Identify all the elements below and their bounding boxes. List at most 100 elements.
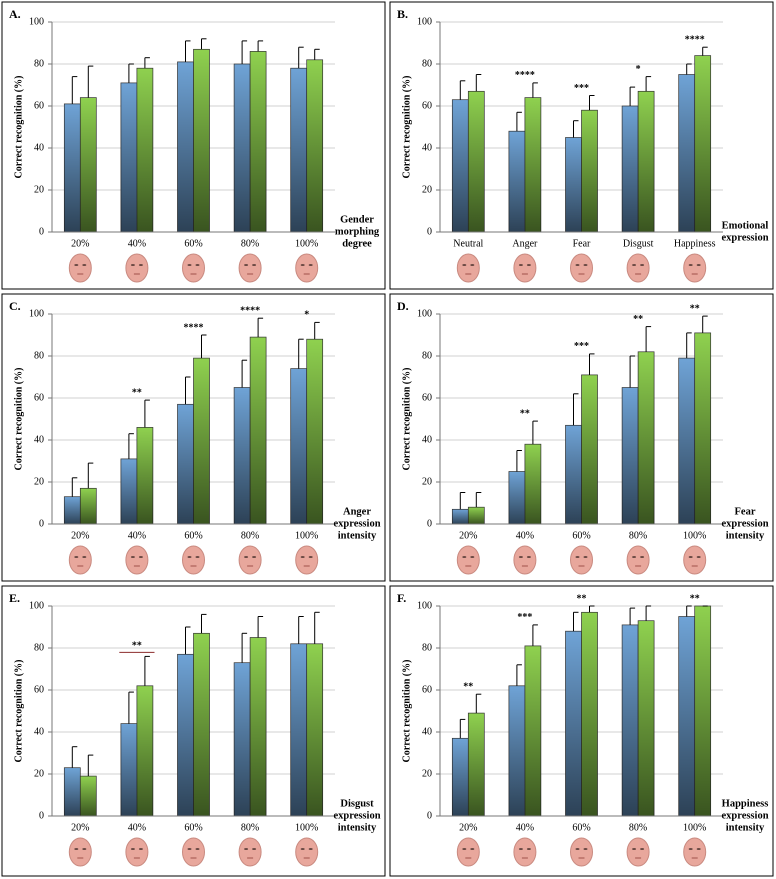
face-eye [575,264,580,266]
y-tick-label: 100 [417,308,432,319]
panel-title: F. [397,591,406,605]
face-eye [575,848,580,850]
panel-border [1,293,386,582]
y-tick-label: 60 [422,100,432,111]
face-eye [244,264,249,266]
panel-border [1,585,386,877]
x-axis-label: Emotional [722,220,769,231]
panel: D. 0 20 40 60 80 100 Correct recognition (%) 20%… [389,293,774,582]
bar-shade [581,612,598,816]
face-eye [308,264,313,266]
significance-label: ** [520,408,530,419]
face-eye [583,264,588,266]
face-eye [462,556,467,558]
y-tick-label: 100 [29,308,44,319]
y-tick-label: 80 [422,350,432,361]
panel: F. 0 20 40 60 80 100 Correct recognition (%) ** 2… [389,585,774,877]
bar-shade [638,620,655,816]
x-tick-label: 40% [128,822,146,833]
y-tick-label: 20 [422,476,432,487]
face-eye [82,264,87,266]
face [182,837,205,867]
y-axis-label: Correct recognition (%) [401,76,412,179]
bar-shade [136,427,153,524]
y-tick-label: 40 [422,434,432,445]
face-eye [82,556,87,558]
bar-shade [234,662,251,816]
bar-shade [565,425,582,524]
bar-shade [524,444,541,524]
face-eye [74,264,79,266]
bar-shade [64,103,81,233]
face [295,545,319,575]
significance-label: ** [577,593,587,604]
face-eye [308,556,313,558]
face [683,253,707,283]
face-eye [195,264,200,266]
y-tick-label: 60 [34,392,44,403]
face [456,253,480,283]
x-axis-label: expression [333,810,380,821]
face-eye [632,556,637,558]
bar-shade [290,643,307,816]
face-eye [252,556,257,558]
face [570,545,593,575]
face [125,253,149,283]
y-tick-label: 40 [34,434,44,445]
face-eye [138,848,143,850]
bar-shade [508,685,525,816]
face-eye [252,848,257,850]
face-eye [187,264,192,266]
x-tick-label: 100% [295,822,318,833]
significance-label: **** [515,70,535,81]
x-axis-label: intensity [338,822,377,833]
bar-shade [136,685,153,816]
x-tick-label: 100% [295,238,318,249]
face-eye [470,264,475,266]
significance-label: *** [517,612,532,623]
bar-shade [622,106,639,232]
bar-shade [508,471,525,524]
bar-shade [581,374,598,524]
face [570,837,593,867]
face-eye [632,264,637,266]
bar-shade [234,387,251,524]
face [626,545,650,575]
x-tick-label: 20% [71,530,89,541]
face [68,545,92,575]
x-tick-label: 80% [629,530,647,541]
bar-shade [290,368,307,524]
bar-shade [468,713,485,816]
x-axis-label: morphing [335,226,380,237]
y-axis-label: Correct recognition (%) [401,660,412,763]
bar-shade [136,68,153,232]
y-tick-label: 60 [34,684,44,695]
bar-shade [694,332,711,524]
face [570,253,593,283]
panel-border [1,1,386,290]
x-tick-label: Neutral [453,238,483,249]
panel-title: A. [9,7,21,21]
face [295,837,319,867]
bar-shade [306,59,323,232]
face-eye [470,556,475,558]
bar-shade [565,631,582,816]
bar-shade [452,99,469,232]
bar-shade [694,55,711,232]
significance-label: ** [690,303,700,314]
bar-shade [120,723,137,816]
bar-shade [64,767,81,816]
significance-label: ** [690,593,700,604]
bar-shade [468,507,485,524]
x-axis-label: expression [333,518,380,529]
face-eye [130,556,135,558]
y-tick-label: 100 [29,600,44,611]
y-axis-label: Correct recognition (%) [401,368,412,471]
face [513,545,537,575]
x-tick-label: 60% [572,822,590,833]
bar-shade [80,97,97,232]
x-tick-label: 40% [516,822,534,833]
face [683,545,707,575]
bar-shade [290,68,307,232]
x-tick-label: 80% [241,822,259,833]
